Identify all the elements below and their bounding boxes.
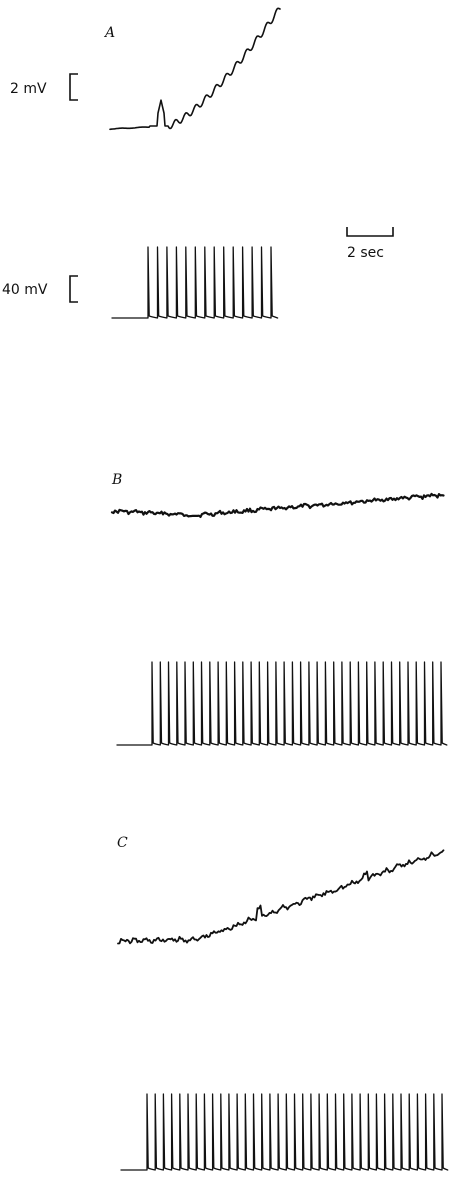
- trace-a-membrane-potential: [109, 7, 281, 131]
- scale-bar-2mv: [69, 73, 78, 101]
- panel-label-c: C: [117, 835, 128, 851]
- trace-c-membrane-potential: [117, 849, 445, 945]
- scale-label-2mv: 2 mV: [10, 81, 47, 97]
- scale-bar-time: [346, 227, 394, 237]
- scale-bar-40mv: [69, 275, 78, 303]
- trace-a-spike-train: [111, 246, 279, 319]
- scale-label-40mv: 40 mV: [2, 282, 48, 298]
- trace-b-spike-train: [116, 661, 448, 746]
- trace-c-spike-train: [120, 1093, 449, 1171]
- panel-label-b: B: [111, 472, 122, 488]
- scale-label-time: 2 sec: [347, 245, 384, 261]
- trace-b-membrane-potential: [110, 492, 445, 518]
- panel-label-a: A: [103, 25, 115, 41]
